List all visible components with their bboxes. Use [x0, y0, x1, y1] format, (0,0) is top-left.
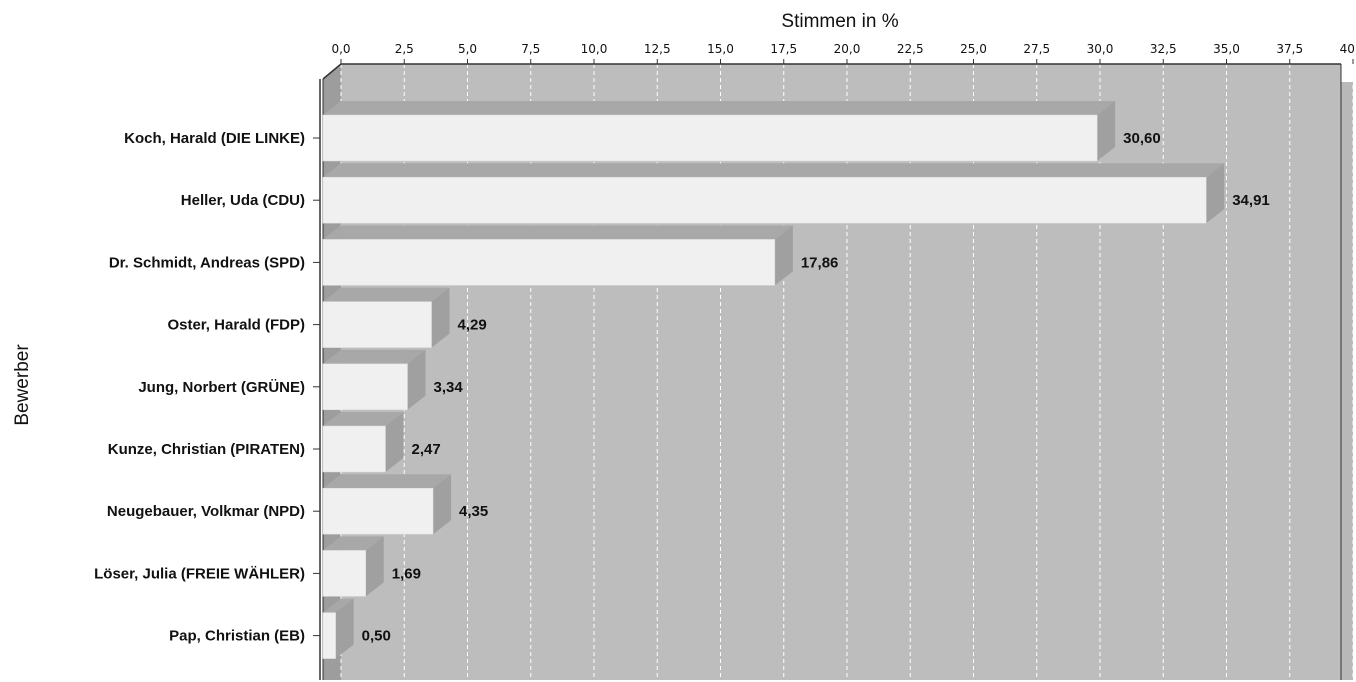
- bar-top-face: [323, 163, 1225, 178]
- bar-top-face: [323, 412, 404, 426]
- value-label: 30,60: [1123, 130, 1161, 147]
- value-label: 0,50: [362, 628, 391, 645]
- bar-top-face: [323, 474, 452, 489]
- x-axis-title: Stimmen in %: [781, 11, 898, 32]
- category-label: Löser, Julia (FREIE WÄHLER): [94, 565, 305, 582]
- bar-top-face: [323, 225, 793, 240]
- value-label: 2,47: [411, 441, 440, 458]
- bar: [322, 612, 336, 659]
- category-label: Neugebauer, Volkmar (NPD): [107, 503, 305, 520]
- x-tick-label: 7,5: [521, 42, 540, 56]
- x-tick-label: 12,5: [644, 42, 671, 56]
- bar: [322, 114, 1098, 162]
- bar-side-face: [335, 598, 354, 659]
- x-tick-label: 40,0: [1340, 42, 1356, 56]
- category-labels: Koch, Harald (DIE LINKE) Heller, Uda (CDU…: [94, 130, 320, 645]
- bar-top-face: [323, 598, 354, 613]
- value-label: 4,35: [459, 503, 488, 520]
- category-label: Dr. Schmidt, Andreas (SPD): [109, 254, 305, 271]
- x-tick-label: 20,0: [834, 42, 861, 56]
- value-label: 34,91: [1232, 192, 1270, 209]
- bar-top-face: [323, 349, 426, 364]
- bar: [322, 425, 386, 473]
- bar-side-face: [407, 349, 426, 410]
- bar-side-face: [365, 536, 384, 597]
- x-tick-label: 10,0: [581, 42, 608, 56]
- category-label: Pap, Christian (EB): [169, 628, 305, 645]
- x-tick-label: 37,5: [1276, 42, 1303, 56]
- bar-side-face: [774, 225, 793, 286]
- bar: [322, 301, 432, 348]
- x-tick-label: 15,0: [707, 42, 734, 56]
- x-tick-label: 25,0: [960, 42, 987, 56]
- bars: [322, 101, 1225, 659]
- category-label: Kunze, Christian (PIRATEN): [108, 441, 305, 458]
- x-tick-label: 27,5: [1023, 42, 1050, 56]
- x-tick-label: 17,5: [770, 42, 797, 56]
- value-label: 3,34: [434, 379, 464, 396]
- x-axis-ticks: 0,0 2,5 5,0 7,5 10,0 12,5 15,0 17,5 20,0 22,5 25,0…: [331, 42, 1356, 64]
- bar-side-face: [1097, 101, 1116, 161]
- value-label: 4,29: [458, 317, 487, 334]
- bar-side-face: [433, 474, 452, 535]
- bar-side-face: [385, 412, 404, 472]
- bar: [322, 363, 408, 411]
- bar-side-face: [431, 287, 450, 348]
- bar-top-face: [323, 536, 384, 551]
- value-labels: 30,60 34,91 17,86 4,29 3,34 2,47 4,35 1,69 0,50: [362, 130, 1270, 645]
- category-label: Heller, Uda (CDU): [181, 192, 305, 209]
- y-axis-title: Bewerber: [12, 344, 33, 426]
- value-label: 1,69: [392, 565, 421, 582]
- category-label: Jung, Norbert (GRÜNE): [138, 379, 305, 396]
- bar: [322, 487, 434, 535]
- value-label: 17,86: [801, 254, 839, 271]
- bar-top-face: [323, 287, 450, 302]
- x-tick-label: 2,5: [395, 42, 414, 56]
- x-tick-label: 32,5: [1150, 42, 1177, 56]
- x-tick-label: 35,0: [1213, 42, 1240, 56]
- bar: [322, 550, 367, 597]
- axis-corner-line: [322, 63, 342, 80]
- category-label: Koch, Harald (DIE LINKE): [124, 130, 305, 147]
- bar-side-face: [1206, 163, 1225, 224]
- x-tick-label: 22,5: [897, 42, 924, 56]
- bar: [322, 239, 776, 286]
- x-tick-label: 5,0: [458, 42, 477, 56]
- category-label: Oster, Harald (FDP): [167, 317, 305, 334]
- bar: [322, 176, 1207, 224]
- bar-top-face: [323, 101, 1116, 115]
- x-tick-label: 0,0: [331, 42, 350, 56]
- x-tick-label: 30,0: [1087, 42, 1114, 56]
